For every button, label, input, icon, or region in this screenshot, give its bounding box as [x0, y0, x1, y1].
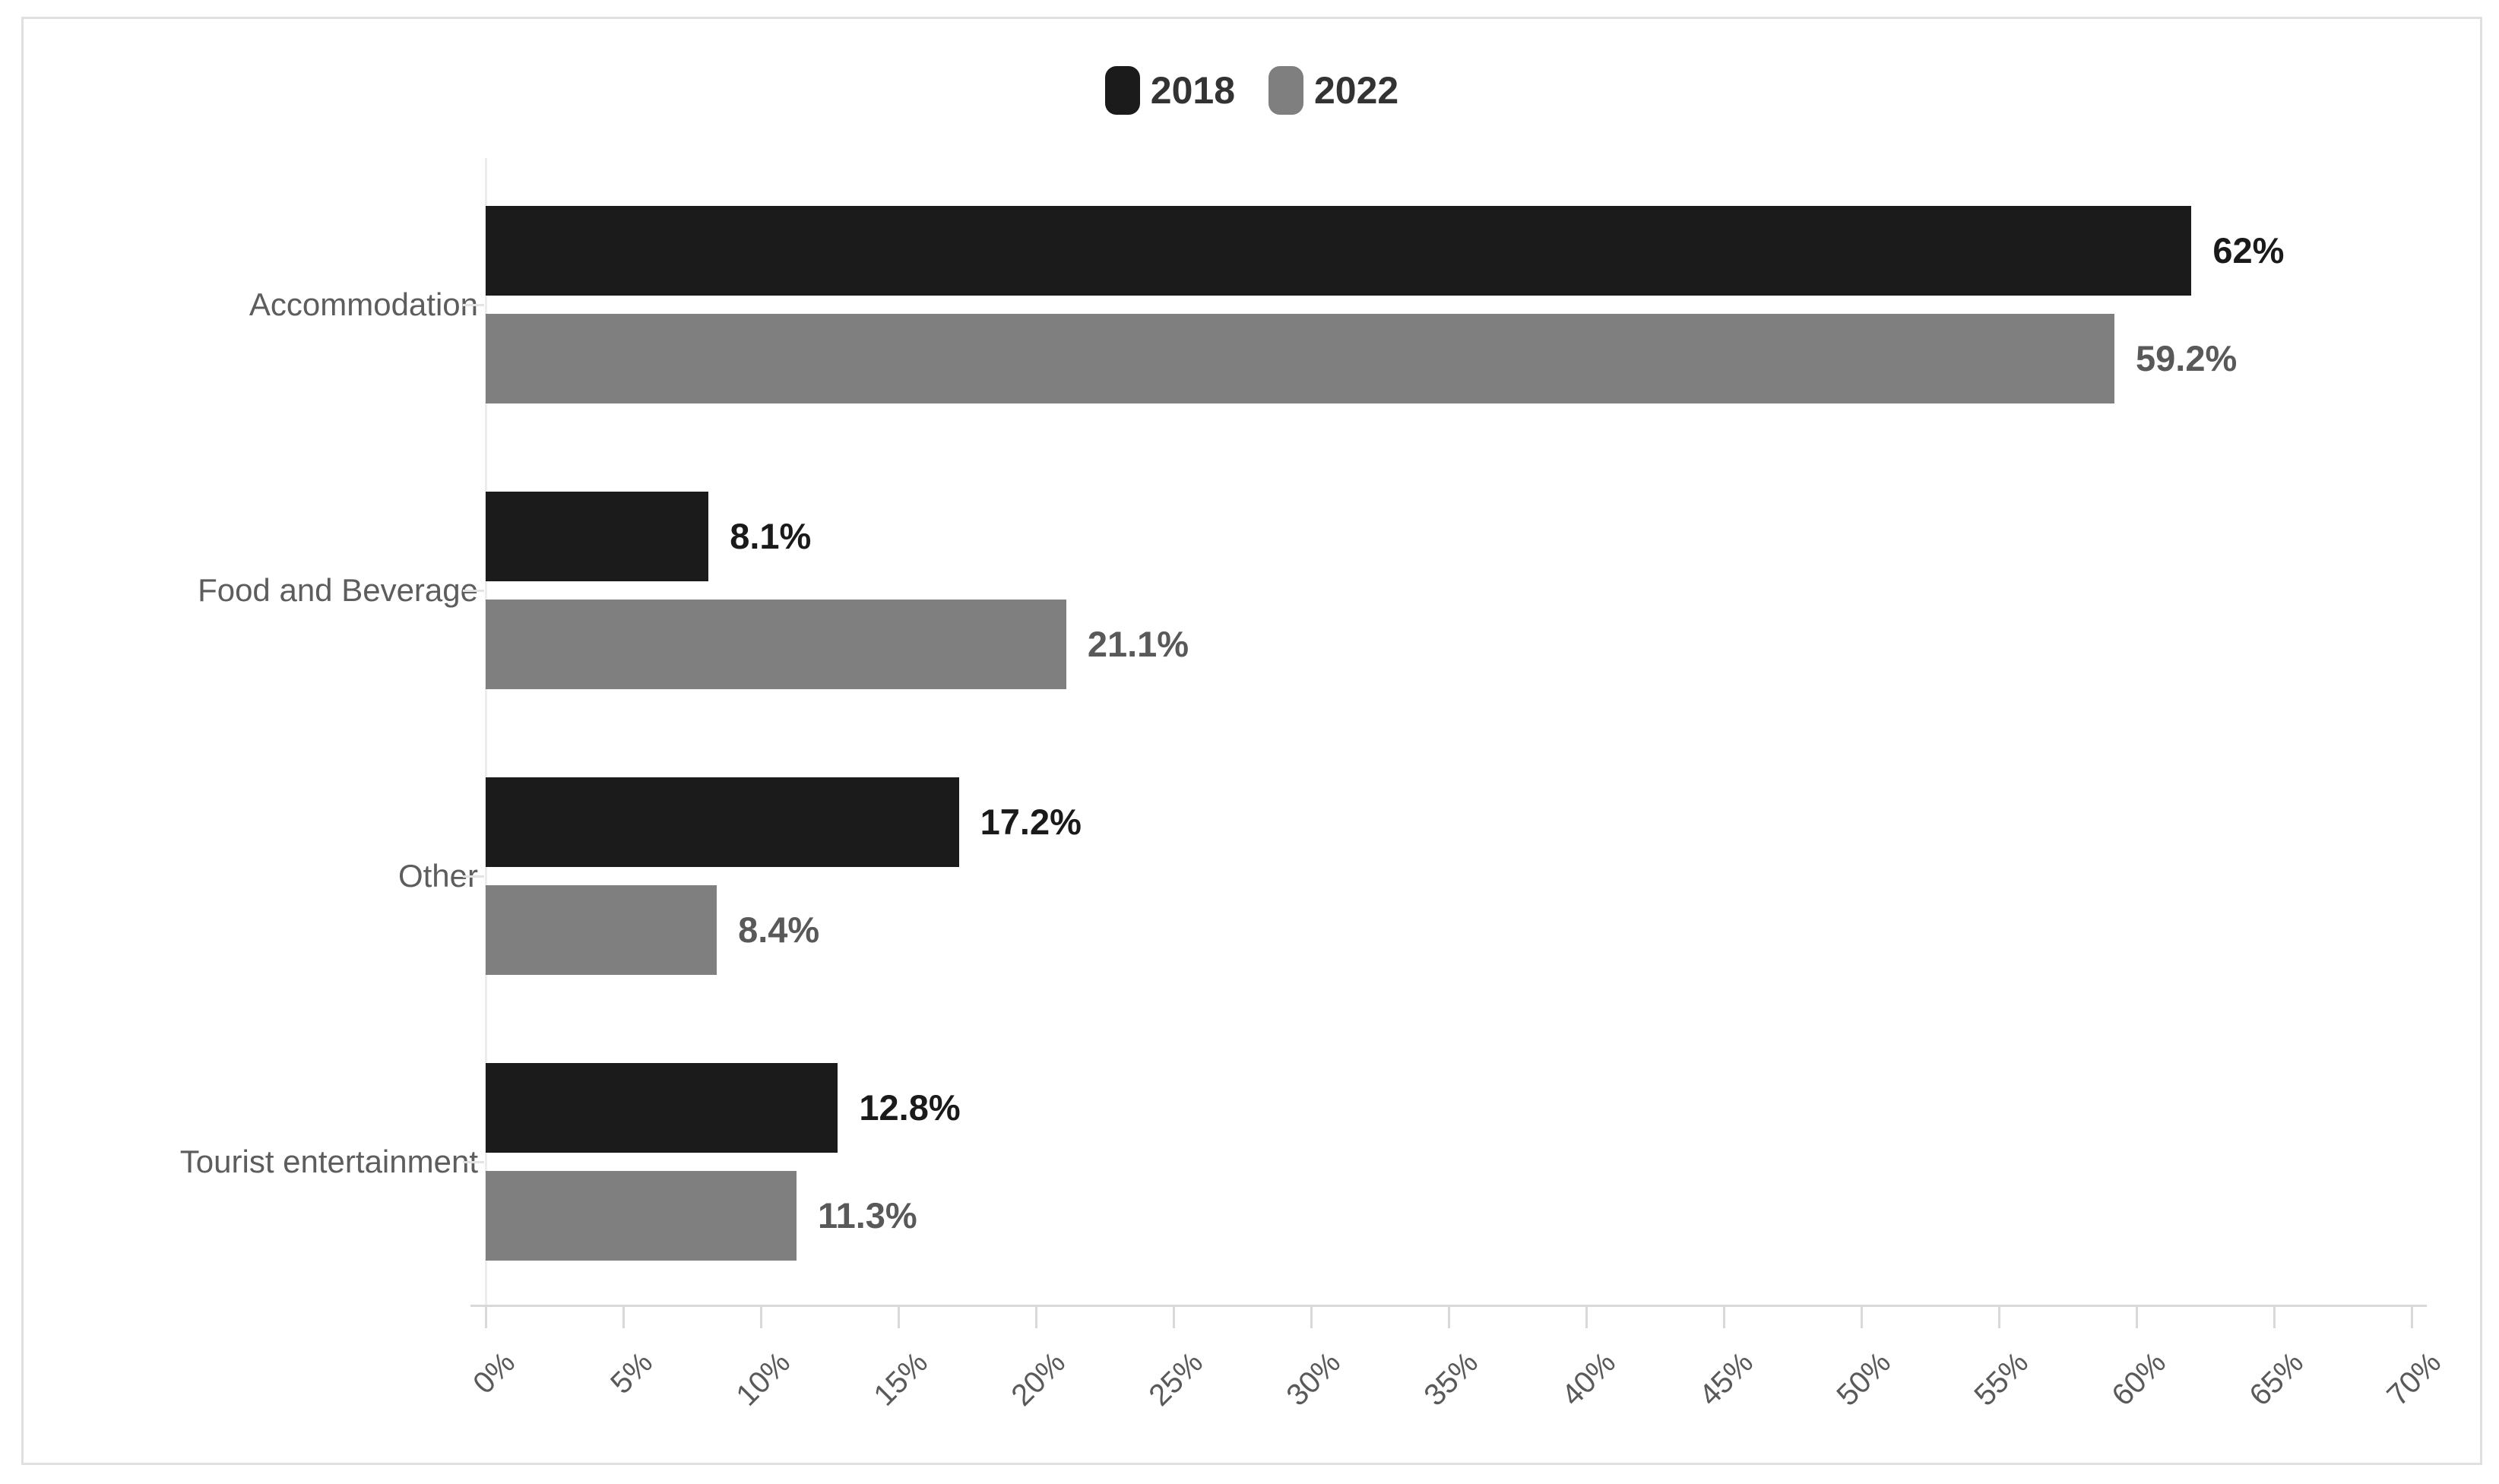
- x-axis-tick-icon: [898, 1307, 900, 1328]
- x-axis-tick-icon: [1173, 1307, 1175, 1328]
- x-axis-tick-icon: [1723, 1307, 1725, 1328]
- x-axis-tick-icon: [1448, 1307, 1450, 1328]
- x-axis-tick-label: 5%: [604, 1346, 660, 1400]
- zero-gridline: [485, 158, 487, 1305]
- category-tick-icon: [463, 589, 484, 592]
- x-axis-tick-icon: [2273, 1307, 2276, 1328]
- category-label: Accommodation: [249, 286, 478, 322]
- x-axis-tick-label: 20%: [1005, 1346, 1072, 1413]
- x-axis-tick-icon: [1861, 1307, 1863, 1328]
- category-tick-icon: [463, 303, 484, 306]
- bar-2018-food-and-beverage: [486, 492, 709, 581]
- x-axis-tick-label: 35%: [1417, 1346, 1485, 1413]
- legend-swatch-2022-icon: [1269, 66, 1303, 115]
- x-axis-tick-icon: [1310, 1307, 1313, 1328]
- bar-2022-food-and-beverage: [486, 600, 1066, 689]
- category-label: Food and Beverage: [198, 572, 478, 608]
- value-label-2018: 62%: [2212, 230, 2285, 271]
- bar-2018-accommodation: [486, 206, 2192, 296]
- x-axis-tick-label: 55%: [1968, 1346, 2035, 1413]
- value-label-2018: 8.1%: [730, 516, 812, 556]
- value-label-2022: 8.4%: [738, 910, 820, 950]
- x-axis-tick-icon: [2136, 1307, 2138, 1328]
- x-axis-tick-label: 50%: [1830, 1346, 1898, 1413]
- chart-frame: 2018 2022 Accommodation 62% 59.2% Food and …: [21, 17, 2482, 1465]
- x-axis-tick-label: 65%: [2243, 1346, 2311, 1413]
- legend: 2018 2022: [24, 66, 2480, 115]
- x-axis-tick-label: 70%: [2380, 1346, 2448, 1413]
- x-axis-tick-label: 15%: [867, 1346, 935, 1413]
- x-axis-tick-label: 60%: [2105, 1346, 2173, 1413]
- category-tick-icon: [463, 875, 484, 878]
- legend-label-2022: 2022: [1314, 69, 1399, 112]
- legend-swatch-2018-icon: [1104, 66, 1140, 115]
- x-axis-tick-icon: [485, 1307, 487, 1328]
- value-label-2018: 12.8%: [859, 1087, 961, 1128]
- bar-2022-other: [486, 885, 717, 975]
- x-axis-tick-label: 0%: [467, 1346, 522, 1400]
- x-axis-tick-label: 45%: [1693, 1346, 1760, 1413]
- x-axis-tick-icon: [1585, 1307, 1588, 1328]
- x-axis-tick-icon: [1998, 1307, 2000, 1328]
- bar-2018-other: [486, 777, 959, 867]
- legend-item-2022: 2022: [1269, 66, 1398, 115]
- value-label-2018: 17.2%: [980, 802, 1082, 842]
- x-axis-tick-label: 40%: [1555, 1346, 1623, 1413]
- x-axis-tick-label: 25%: [1142, 1346, 1210, 1413]
- category-label: Other: [397, 858, 478, 894]
- x-axis-tick-icon: [1035, 1307, 1037, 1328]
- bar-2022-tourist-entertainment: [486, 1171, 797, 1261]
- value-label-2022: 21.1%: [1087, 624, 1189, 664]
- bar-2018-tourist-entertainment: [486, 1063, 838, 1153]
- legend-label-2018: 2018: [1150, 69, 1235, 112]
- x-axis-tick-icon: [622, 1307, 625, 1328]
- bar-2022-accommodation: [486, 314, 2115, 403]
- x-axis-line: [470, 1305, 2427, 1307]
- value-label-2022: 11.3%: [818, 1195, 917, 1236]
- x-axis-tick-label: 10%: [730, 1346, 797, 1413]
- x-axis-tick-icon: [760, 1307, 762, 1328]
- value-label-2022: 59.2%: [2136, 338, 2238, 378]
- legend-item-2018: 2018: [1104, 66, 1235, 115]
- category-label: Tourist entertainment: [179, 1144, 478, 1179]
- x-axis-tick-label: 30%: [1280, 1346, 1348, 1413]
- x-axis-tick-icon: [2411, 1307, 2413, 1328]
- category-tick-icon: [463, 1160, 484, 1163]
